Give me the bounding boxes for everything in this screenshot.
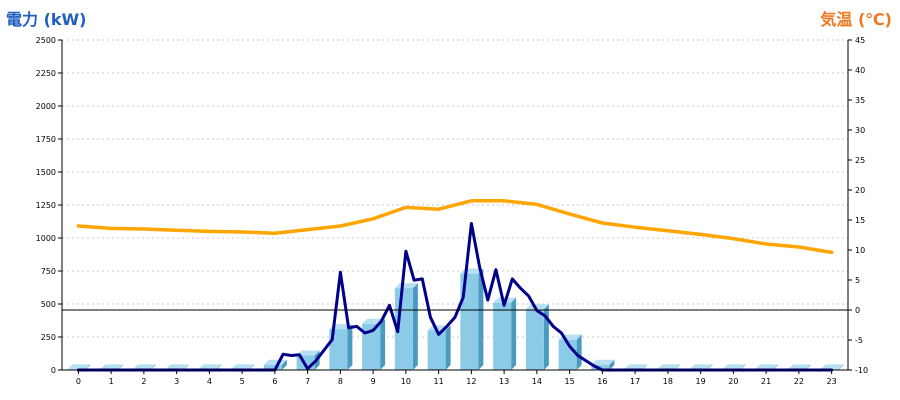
x-tick-label: 4 <box>207 377 212 386</box>
left-tick-label: 1750 <box>36 135 56 144</box>
temperature-line <box>76 199 834 255</box>
left-axis-title: 電力 (kW) <box>6 10 87 29</box>
bar-top <box>689 364 713 370</box>
right-tick-label: 15 <box>855 216 865 225</box>
power-bar <box>329 329 348 370</box>
bar-top <box>787 364 811 370</box>
right-tick-label: 20 <box>855 186 865 195</box>
x-tick-label: 16 <box>597 377 607 386</box>
left-tick-label: 250 <box>41 333 56 342</box>
right-axis-ticks: -10 -5 0 5 10 15 20 25 30 35 40 45 <box>848 36 868 375</box>
right-tick-label: 35 <box>855 96 865 105</box>
bar-top <box>132 364 156 370</box>
x-axis-ticks: 0 1 2 3 4 5 6 7 8 9 10 11 12 13 14 15 16 17 18 19 20 21 22 23 <box>76 370 837 386</box>
bar-top <box>165 364 189 370</box>
left-tick-label: 1500 <box>36 168 56 177</box>
bar-side <box>445 325 451 370</box>
bar-side <box>478 268 484 370</box>
bar-side <box>281 359 287 370</box>
bar-side <box>412 283 418 370</box>
bar-top <box>525 304 549 310</box>
power-bar <box>460 273 479 370</box>
right-tick-label: 5 <box>855 276 860 285</box>
x-tick-label: 14 <box>532 377 542 386</box>
bar-side <box>380 318 386 370</box>
bar-side <box>511 297 517 370</box>
x-tick-label: 6 <box>272 377 277 386</box>
left-tick-label: 0 <box>51 366 56 375</box>
left-tick-label: 1250 <box>36 201 56 210</box>
power-line <box>76 222 834 372</box>
x-tick-label: 22 <box>794 377 804 386</box>
x-tick-label: 17 <box>630 377 640 386</box>
left-axis-ticks: 0 250 500 750 1000 1250 1500 1750 2000 2250 2500 <box>36 36 62 375</box>
bar-top <box>624 364 648 370</box>
bar-top <box>231 364 255 370</box>
bar-top <box>591 359 615 365</box>
x-tick-label: 0 <box>76 377 81 386</box>
x-tick-label: 9 <box>371 377 376 386</box>
x-tick-label: 11 <box>434 377 444 386</box>
bar-top <box>198 364 222 370</box>
left-tick-label: 750 <box>41 267 56 276</box>
bar-top <box>100 364 124 370</box>
bar-side <box>609 359 615 370</box>
right-axis-title: 気温 (℃) <box>820 10 892 29</box>
x-tick-label: 21 <box>761 377 771 386</box>
x-tick-label: 7 <box>305 377 310 386</box>
x-tick-label: 15 <box>565 377 575 386</box>
bar-top <box>722 364 746 370</box>
right-tick-label: 25 <box>855 156 865 165</box>
x-tick-label: 13 <box>499 377 509 386</box>
x-tick-label: 20 <box>728 377 738 386</box>
right-tick-label: -5 <box>855 336 863 345</box>
bar-side <box>838 364 844 370</box>
bar-side <box>576 334 582 370</box>
left-tick-label: 2500 <box>36 36 56 45</box>
bar-top <box>394 283 418 289</box>
power-bars <box>67 268 844 370</box>
power-bar <box>525 309 544 370</box>
x-tick-label: 2 <box>141 377 146 386</box>
right-tick-label: 10 <box>855 246 865 255</box>
power-bar <box>263 364 282 370</box>
x-tick-label: 12 <box>466 377 476 386</box>
x-tick-label: 3 <box>174 377 179 386</box>
x-tick-label: 10 <box>401 377 411 386</box>
left-tick-label: 2250 <box>36 69 56 78</box>
power-bar <box>427 330 446 370</box>
left-tick-label: 2000 <box>36 102 56 111</box>
right-tick-label: 45 <box>855 36 865 45</box>
power-bar <box>362 323 381 370</box>
x-tick-label: 18 <box>663 377 673 386</box>
bar-top <box>67 364 91 370</box>
power-bar <box>493 302 512 370</box>
bar-side <box>347 324 353 370</box>
x-tick-label: 5 <box>240 377 245 386</box>
bar-top <box>296 350 320 356</box>
bar-top <box>820 364 844 370</box>
left-tick-label: 1000 <box>36 234 56 243</box>
bar-top <box>656 364 680 370</box>
bar-top <box>755 364 779 370</box>
x-tick-label: 1 <box>109 377 114 386</box>
left-tick-label: 500 <box>41 300 56 309</box>
series-lines <box>76 199 834 372</box>
x-tick-label: 23 <box>827 377 837 386</box>
x-tick-label: 8 <box>338 377 343 386</box>
right-tick-label: -10 <box>855 366 868 375</box>
right-tick-label: 40 <box>855 66 865 75</box>
right-tick-label: 0 <box>855 306 860 315</box>
x-tick-label: 19 <box>696 377 706 386</box>
right-tick-label: 30 <box>855 126 865 135</box>
grid-lines <box>62 39 848 338</box>
